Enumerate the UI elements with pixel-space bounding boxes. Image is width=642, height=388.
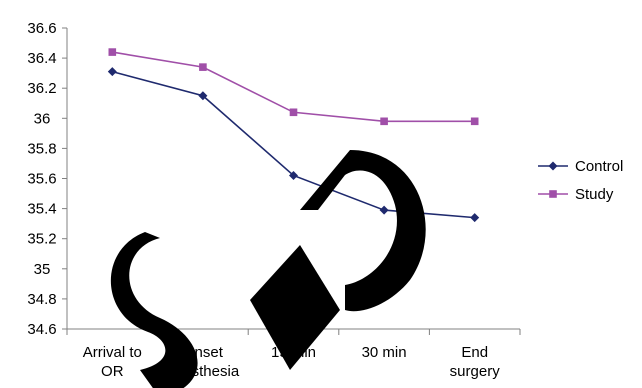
data-point-study [289, 108, 298, 117]
series-study [108, 48, 479, 126]
watermark-letter-s [110, 232, 198, 388]
watermark-letter-i [250, 245, 340, 370]
legend-entry-study: Study [575, 186, 614, 203]
data-point-control [470, 213, 480, 223]
data-point-control [107, 67, 117, 77]
data-point-study [108, 48, 117, 56]
legend-swatch-marker [549, 190, 557, 198]
watermark-sid [110, 150, 426, 388]
legend: Control Study [538, 158, 623, 203]
y-tick-label: 35.6 [27, 171, 56, 188]
y-tick-label: 35.8 [27, 140, 56, 157]
watermark-letter-d [300, 150, 426, 312]
data-point-study [470, 117, 479, 126]
data-point-study [199, 63, 207, 71]
data-point-control [198, 91, 208, 101]
y-axis-ticks: 34.6 34.8 35 35.2 35.4 35.6 35.8 36 36.2 36.4 36.6 [27, 20, 67, 338]
legend-swatch-marker [548, 161, 558, 171]
y-tick-label: 35 [34, 261, 51, 278]
y-tick-label: 35.2 [27, 231, 56, 248]
y-tick-label: 36.4 [27, 50, 56, 67]
y-tick-label: 36.6 [27, 20, 56, 37]
x-tick-label: 30 min [362, 344, 407, 361]
x-tick-label: Arrival to OR [83, 344, 142, 380]
legend-entry-control: Control [575, 158, 623, 175]
y-tick-label: 34.6 [27, 321, 56, 338]
data-point-study [380, 117, 388, 126]
y-tick-label: 36.2 [27, 80, 56, 97]
data-point-control [379, 205, 389, 215]
y-tick-label: 34.8 [27, 291, 56, 308]
data-point-control [289, 170, 298, 180]
y-tick-label: 36 [34, 110, 51, 127]
y-tick-label: 35.4 [27, 201, 56, 218]
x-tick-label: End surgery [450, 344, 501, 380]
